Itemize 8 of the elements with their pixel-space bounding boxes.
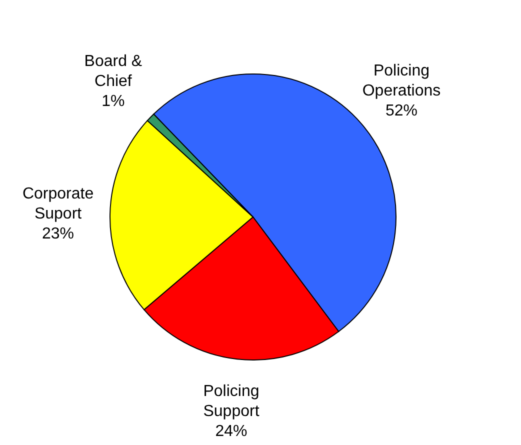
- slice-label: Policing Support: [203, 382, 260, 420]
- data-label: 52%: [385, 102, 418, 120]
- slice-label: Policing Operations: [362, 62, 441, 100]
- data-label: 23%: [42, 225, 74, 242]
- slice-label: Corporate Suport: [22, 185, 94, 222]
- data-label: 24%: [215, 422, 248, 440]
- data-label: 1%: [102, 92, 125, 110]
- slice-label: Board & Chief: [84, 52, 142, 90]
